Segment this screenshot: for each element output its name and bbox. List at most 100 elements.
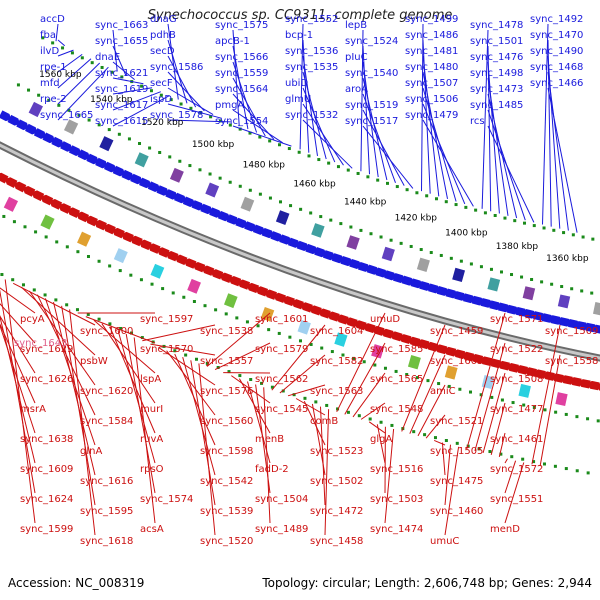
reverse-label-line xyxy=(53,301,96,476)
tick-mark xyxy=(249,378,253,382)
feature-block xyxy=(99,136,114,152)
forward-label-line xyxy=(57,58,92,89)
forward-label-line xyxy=(362,77,388,181)
tick-mark xyxy=(258,135,262,139)
forward-gene-label: sync_1566 xyxy=(215,52,268,63)
feature-block xyxy=(63,119,79,135)
tick-mark xyxy=(447,384,451,388)
reverse-gene-arrow xyxy=(147,243,161,254)
tick-mark xyxy=(499,270,503,274)
reverse-gene-arrow xyxy=(443,346,457,357)
tick-mark xyxy=(205,361,209,365)
reverse-gene-label: sync_1609 xyxy=(20,464,73,475)
reverse-gene-arrow xyxy=(407,336,421,347)
reverse-label-line xyxy=(444,446,460,536)
feature-block xyxy=(522,286,536,301)
reverse-gene-label: sync_1595 xyxy=(80,506,133,517)
tick-mark xyxy=(270,385,274,389)
forward-gene-arrow xyxy=(16,119,29,131)
reverse-gene-arrow xyxy=(533,369,546,379)
tick-mark xyxy=(510,455,514,459)
tick-mark xyxy=(423,433,427,437)
forward-gene-arrow xyxy=(60,141,73,152)
forward-gene-arrow xyxy=(401,275,415,286)
reverse-gene-arrow xyxy=(596,382,600,393)
tick-mark xyxy=(500,398,504,402)
forward-label-line xyxy=(302,103,344,166)
reverse-label-line xyxy=(271,324,326,391)
reverse-gene-arrow xyxy=(49,199,63,210)
reverse-gene-arrow xyxy=(336,314,349,325)
tick-mark xyxy=(412,430,416,434)
tick-mark xyxy=(429,251,433,255)
reverse-gene-label: sync_1604 xyxy=(310,326,363,337)
reverse-label-line xyxy=(474,342,506,452)
tick-mark xyxy=(11,278,15,282)
reverse-gene-label: sync_1558 xyxy=(545,356,598,367)
tick-mark xyxy=(530,277,534,281)
forward-gene-label: sync_1575 xyxy=(215,20,268,31)
tick-mark xyxy=(228,123,232,127)
reverse-gene-arrow xyxy=(362,323,376,334)
forward-gene-label: sync_1485 xyxy=(470,100,523,111)
map-title: Synechococcus sp. CC9311, complete genom… xyxy=(147,8,453,23)
forward-label-line xyxy=(302,87,336,163)
reverse-gene-label: sync_1624 xyxy=(20,494,73,505)
forward-label-line xyxy=(362,93,396,183)
tick-mark xyxy=(352,356,356,360)
forward-gene-label: sync_1486 xyxy=(405,30,458,41)
forward-gene-arrow xyxy=(287,237,301,248)
tick-mark xyxy=(76,250,80,254)
forward-gene-arrow xyxy=(392,273,406,284)
reverse-gene-arrow xyxy=(192,261,206,273)
tick-mark xyxy=(415,191,419,195)
forward-label-line xyxy=(542,23,549,225)
forward-gene-label: sync_1492 xyxy=(530,14,583,25)
forward-gene-label: sync_1536 xyxy=(285,46,338,57)
forward-gene-arrow xyxy=(410,278,424,289)
reverse-gene-arrow xyxy=(40,194,54,206)
tick-mark xyxy=(458,387,462,391)
tick-mark xyxy=(581,235,585,239)
tick-mark xyxy=(542,462,546,466)
forward-label-line xyxy=(232,125,292,147)
forward-gene-arrow xyxy=(25,123,38,135)
forward-label-line xyxy=(362,109,405,186)
reverse-label-line xyxy=(133,337,156,524)
reverse-gene-arrow xyxy=(273,292,287,303)
reverse-gene-label: sync_1474 xyxy=(370,524,423,535)
forward-label-line xyxy=(422,103,466,205)
forward-gene-arrow xyxy=(261,227,275,239)
tick-mark xyxy=(44,235,48,239)
tick-mark xyxy=(433,436,437,440)
kbp-labels: 1560 kbp 1540 kbp 1520 kbp 1500 kbp 1480 kbp… xyxy=(39,70,589,264)
forward-gene-arrow xyxy=(594,324,600,335)
reverse-label-line xyxy=(295,398,326,416)
reverse-gene-label: sync_1605 xyxy=(430,356,483,367)
tick-mark xyxy=(586,417,590,421)
reverse-label-line xyxy=(61,305,96,506)
reverse-gene-label: sync_1574 xyxy=(140,494,193,505)
forward-gene-arrow xyxy=(331,253,345,264)
forward-gene-label: sync_1479 xyxy=(405,110,458,121)
reverse-gene-arrow xyxy=(67,207,81,219)
reverse-label-line xyxy=(287,384,326,397)
forward-label-line xyxy=(167,55,197,108)
forward-label-line xyxy=(362,125,414,189)
forward-label-line xyxy=(57,49,74,57)
forward-gene-label: apcB-1 xyxy=(215,36,250,47)
reverse-label-line xyxy=(4,279,36,524)
forward-label-line xyxy=(232,29,240,126)
forward-strand-genes xyxy=(0,110,600,335)
tick-mark xyxy=(161,287,165,291)
tick-mark xyxy=(520,275,524,279)
reverse-gene-label: sync_1597 xyxy=(140,314,193,325)
tick-mark xyxy=(543,408,547,412)
genome-backbone xyxy=(0,141,600,362)
tick-mark xyxy=(309,211,313,215)
forward-gene-arrow xyxy=(314,247,327,258)
reverse-gene-label: sync_1565 xyxy=(370,374,423,385)
tick-mark xyxy=(425,194,429,198)
forward-gene-arrow xyxy=(252,224,266,235)
kbp-label: 1540 kbp xyxy=(90,95,133,105)
